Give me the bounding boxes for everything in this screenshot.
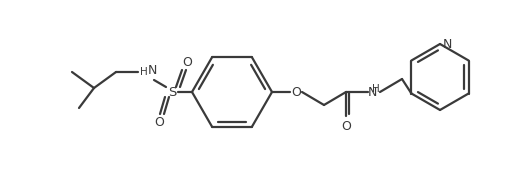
Text: O: O bbox=[154, 116, 164, 128]
Text: O: O bbox=[291, 86, 301, 98]
Text: H: H bbox=[372, 84, 380, 94]
Text: N: N bbox=[367, 86, 377, 98]
Text: N: N bbox=[147, 63, 157, 77]
Text: N: N bbox=[443, 37, 452, 51]
Text: O: O bbox=[182, 55, 192, 69]
Text: S: S bbox=[168, 86, 176, 98]
Text: O: O bbox=[341, 120, 351, 132]
Text: H: H bbox=[140, 67, 148, 77]
